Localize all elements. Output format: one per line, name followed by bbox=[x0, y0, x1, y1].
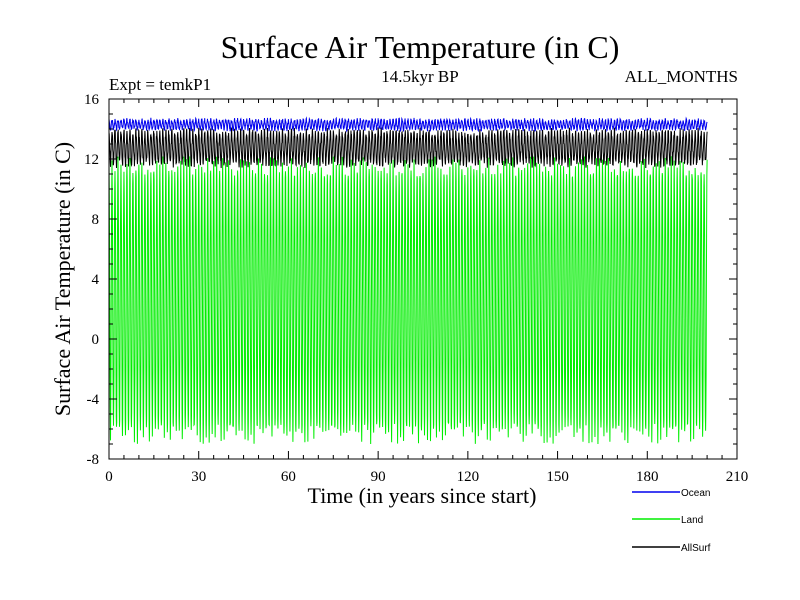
x-tick-label: 210 bbox=[726, 469, 749, 485]
legend: Ocean Land AllSurf bbox=[632, 488, 711, 554]
x-axis-label: Time (in years since start) bbox=[308, 483, 537, 508]
y-axis-label: Surface Air Temperature (in C) bbox=[50, 142, 75, 416]
y-tick-label: 4 bbox=[92, 272, 100, 288]
series-land-line bbox=[109, 156, 708, 444]
x-tick-label: 180 bbox=[636, 469, 659, 485]
y-tick-label: -8 bbox=[87, 452, 100, 468]
experiment-label: Expt = temkP1 bbox=[109, 75, 211, 94]
y-tick-label: -4 bbox=[87, 392, 100, 408]
chart-title: Surface Air Temperature (in C) bbox=[221, 29, 620, 65]
y-tick-label: 12 bbox=[84, 152, 99, 168]
legend-label-land: Land bbox=[681, 515, 703, 526]
legend-label-ocean: Ocean bbox=[681, 488, 710, 499]
x-tick-label: 150 bbox=[546, 469, 569, 485]
x-tick-label: 0 bbox=[105, 469, 113, 485]
x-tick-label: 120 bbox=[457, 469, 480, 485]
axes-layer: 0 30 60 90 120 150 180 210 -8 -4 0 4 8 12 16 bbox=[84, 92, 748, 485]
series-ocean-line bbox=[109, 116, 708, 133]
y-tick-label: 0 bbox=[92, 332, 100, 348]
x-tick-label: 60 bbox=[281, 469, 296, 485]
x-tick-label: 30 bbox=[191, 469, 206, 485]
y-tick-label: 8 bbox=[92, 212, 100, 228]
legend-label-allsurf: AllSurf bbox=[681, 543, 711, 554]
months-label: ALL_MONTHS bbox=[625, 67, 738, 86]
series-allsurf-line bbox=[109, 127, 708, 168]
series-layer bbox=[109, 116, 708, 444]
x-tick-label: 90 bbox=[371, 469, 386, 485]
y-tick-label: 16 bbox=[84, 92, 100, 108]
chart-subtitle: 14.5kyr BP bbox=[381, 67, 458, 86]
